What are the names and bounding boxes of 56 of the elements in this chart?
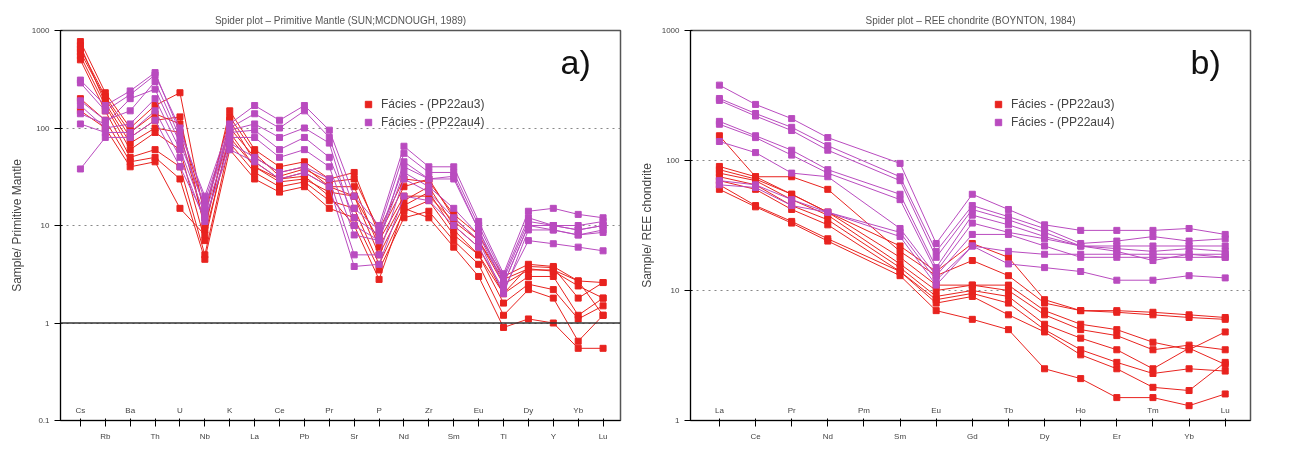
x-tick-label: Tb [1003,405,1014,415]
x-tick-label: Tm [1147,405,1160,415]
x-tick-label: Eu [931,405,942,415]
y-axis-title: Sample/ Primitive Mantle [9,158,24,292]
annotation: b) [1190,42,1221,81]
x-tick-label: Y [550,431,557,441]
x-tick-label: Yb [573,405,584,415]
x-tick-label: Sr [350,431,359,441]
y-tick-label: 1000 [31,26,51,35]
x-tick-label: Ce [274,405,286,415]
x-tick-label: Cs [75,405,86,415]
x-tick-label: K [227,405,234,415]
x-tick-label: La [250,431,260,441]
x-tick-label: Yb [1184,431,1195,441]
y-tick-label: 1000 [661,26,681,35]
legend-label: Fácies - (PP22au4) [1011,115,1115,129]
x-tick-label: Rb [100,431,111,441]
x-tick-label: Ba [125,405,136,415]
x-tick-label: Pm [857,405,871,415]
y-tick-label: 1 [45,318,51,328]
chart-title: Spider plot – Primitive Mantle (SUN;MCDNOUGH, 1989) [214,14,467,26]
x-tick-label: Dy [1039,431,1050,441]
x-tick-label: Sm [894,431,907,441]
y-tick-label: 0.1 [38,416,51,425]
legend-label: Fácies - (PP22au4) [381,115,485,129]
x-tick-label: Gd [966,431,978,441]
x-tick-label: Th [150,431,160,441]
x-tick-label: Nd [398,431,410,441]
x-tick-label: Pr [325,405,334,415]
x-tick-label: Lu [1220,405,1230,415]
x-tick-label: Nd [822,431,833,441]
x-tick-label: Pb [299,431,310,441]
annotation: a) [560,42,591,81]
x-tick-label: Er [1112,431,1122,441]
legend-label: Fácies - (PP22au3) [1011,97,1115,111]
x-tick-label: Sm [447,431,461,441]
chart-title: Spider plot – REE chondrite (BOYNTON, 1984) [865,14,1076,26]
x-tick-label: Lu [598,431,608,441]
x-tick-label: P [376,405,382,415]
x-tick-label: Ti [500,431,507,441]
x-tick-label: Eu [473,405,484,415]
x-tick-label: Ho [1075,405,1087,415]
y-tick-label: 100 [666,156,681,165]
y-tick-label: 10 [40,221,51,230]
y-tick-label: 1 [675,416,681,425]
y-tick-label: 100 [36,123,51,133]
x-tick-label: Zr [425,405,433,415]
x-tick-label: La [714,405,725,415]
x-tick-label: U [177,405,184,415]
x-tick-label: Pr [787,405,796,415]
y-axis-title: Sample/ REE chondrite [639,162,654,288]
x-tick-label: Nb [199,431,211,441]
x-tick-label: Dy [523,405,534,415]
x-tick-label: Ce [750,431,762,441]
legend-label: Fácies - (PP22au3) [381,97,485,111]
y-tick-label: 10 [670,286,681,295]
